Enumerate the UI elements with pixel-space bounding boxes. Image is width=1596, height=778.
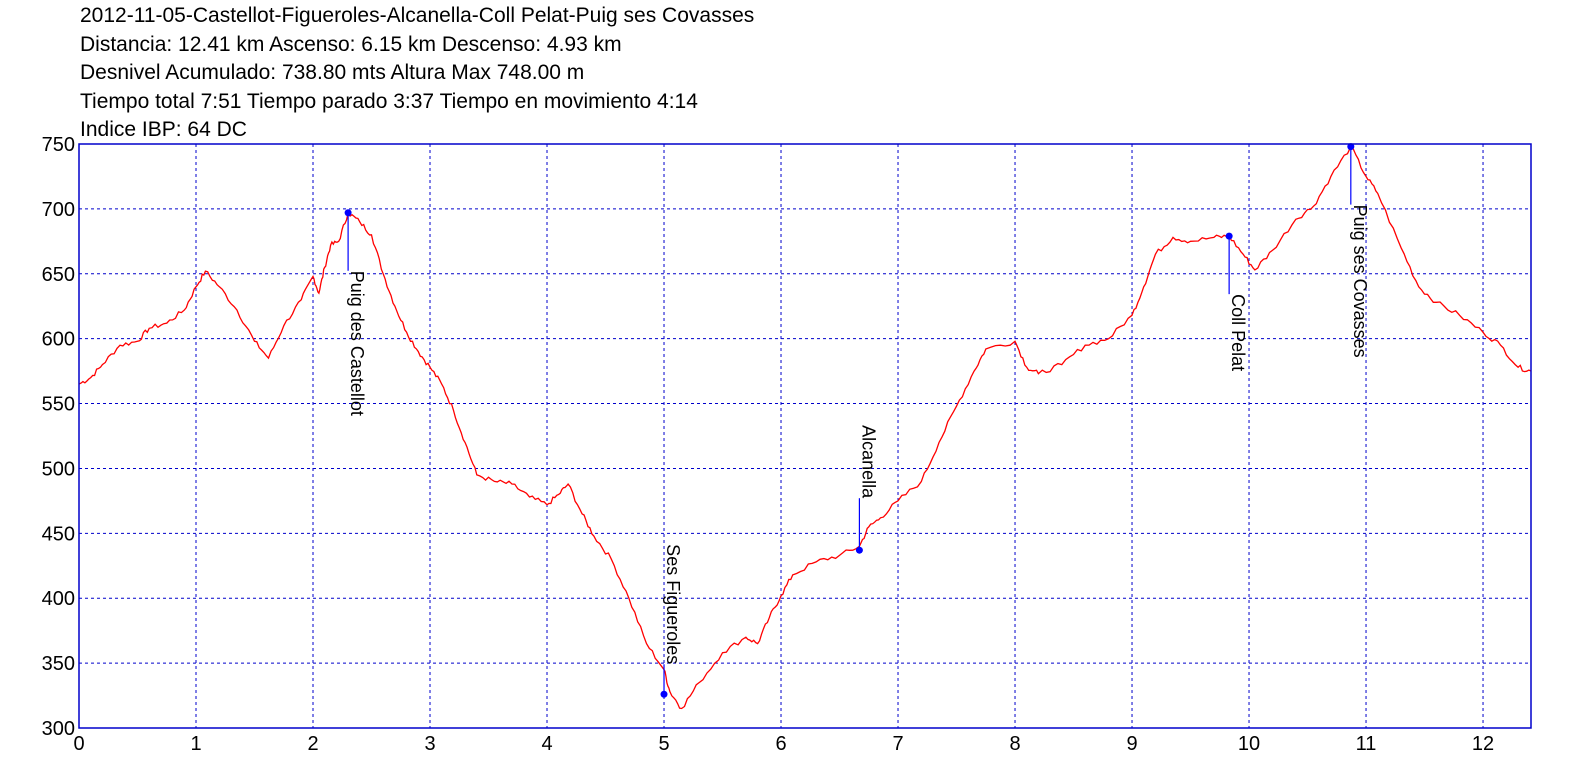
x-tick-label: 11 [1356, 733, 1377, 755]
time-summary: Tiempo total 7:51 Tiempo parado 3:37 Tie… [80, 89, 698, 113]
waypoint-marker [660, 690, 668, 698]
x-tick-label: 1 [190, 733, 201, 755]
waypoint-marker [1347, 143, 1355, 151]
waypoint-layer: Puig des Castellot Ses Figueroles Alcanell… [344, 143, 1370, 698]
x-tick-label: 9 [1126, 733, 1137, 755]
series-layer [78, 145, 1532, 710]
waypoint-marker [855, 546, 863, 554]
x-tick-label: 0 [73, 733, 84, 755]
plot-frame [78, 143, 1532, 729]
distance-summary: Distancia: 12.41 km Ascenso: 6.15 km Des… [80, 32, 622, 56]
y-tick-label: 750 [42, 134, 75, 156]
elevation-line [78, 145, 1532, 710]
y-tick-label: 300 [42, 718, 75, 740]
x-tick-label: 4 [541, 733, 552, 755]
waypoint-label: Puig des Castellot [347, 271, 367, 416]
y-tick-label: 500 [42, 458, 75, 480]
track-title: 2012-11-05-Castellot-Figueroles-Alcanell… [80, 4, 755, 27]
waypoint-label: Puig ses Covasses [1350, 205, 1370, 358]
waypoint-marker [1225, 232, 1233, 240]
y-tick-label: 600 [42, 329, 75, 351]
x-tick-label: 8 [1009, 733, 1020, 755]
x-tick-label: 6 [775, 733, 786, 755]
waypoint-label: Ses Figueroles [663, 544, 683, 664]
y-tick-label: 650 [42, 264, 75, 286]
y-tick-label: 700 [42, 199, 75, 221]
y-tick-label: 350 [42, 653, 75, 675]
x-tick-label: 2 [307, 733, 318, 755]
x-tick-label: 5 [658, 733, 669, 755]
chart-header: 2012-11-05-Castellot-Figueroles-Alcanell… [80, 2, 754, 145]
y-tick-label: 400 [42, 588, 75, 610]
waypoint-label: Alcanella [858, 425, 878, 499]
x-tick-label: 12 [1472, 733, 1494, 755]
x-tick-label: 10 [1238, 733, 1260, 755]
waypoint-marker [344, 209, 352, 217]
x-tick-label: 7 [892, 733, 903, 755]
waypoint-label: Coll Pelat [1228, 294, 1248, 371]
y-tick-label: 450 [42, 523, 75, 545]
axis-ticks: 0 1 2 3 4 5 6 7 8 9 10 11 12300350400450500550600650… [42, 134, 1495, 755]
elevation-summary: Desnivel Acumulado: 738.80 mts Altura Ma… [80, 61, 585, 84]
y-tick-label: 550 [42, 394, 75, 416]
ibp-index: Indice IBP: 64 DC [80, 118, 247, 141]
grid-lines [79, 144, 1531, 728]
x-tick-label: 3 [424, 733, 435, 755]
